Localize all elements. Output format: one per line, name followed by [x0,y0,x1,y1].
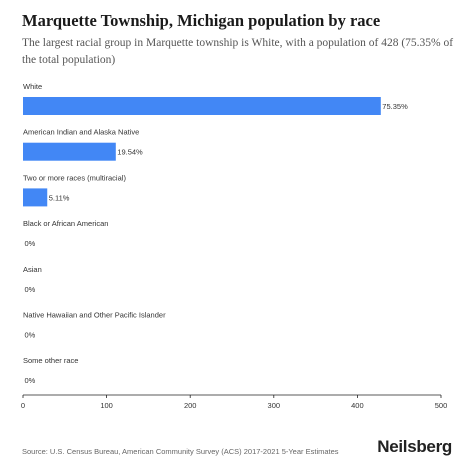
x-tick-label: 500 [435,401,448,410]
category-label: Two or more races (multiracial) [23,173,126,182]
data-label: 0% [25,285,36,294]
data-label: 75.35% [382,102,408,111]
category-label: White [23,82,42,91]
x-tick-label: 200 [184,401,197,410]
data-label: 0% [25,376,36,385]
source-note: Source: U.S. Census Bureau, American Com… [22,447,339,456]
x-tick-label: 100 [100,401,113,410]
chart-subtitle: The largest racial group in Marquette to… [22,37,454,66]
data-label: 5.11% [49,193,70,202]
category-label: Some other race [23,356,78,365]
x-tick-label: 400 [351,401,364,410]
chart-title: Marquette Township, Michigan population … [22,11,381,30]
data-label: 19.54% [117,148,143,157]
data-label: 0% [25,331,36,340]
bar [23,97,381,115]
bar [23,142,116,161]
x-tick-label: 300 [268,401,281,410]
category-label: Native Hawaiian and Other Pacific Island… [23,311,166,320]
bar [23,188,48,207]
data-label: 0% [25,239,36,248]
x-tick-label: 0 [21,401,25,410]
brand-logo: Neilsberg [377,437,452,456]
category-label: Asian [23,265,42,274]
category-label: American Indian and Alaska Native [23,128,139,137]
category-label: Black or African American [23,219,108,228]
